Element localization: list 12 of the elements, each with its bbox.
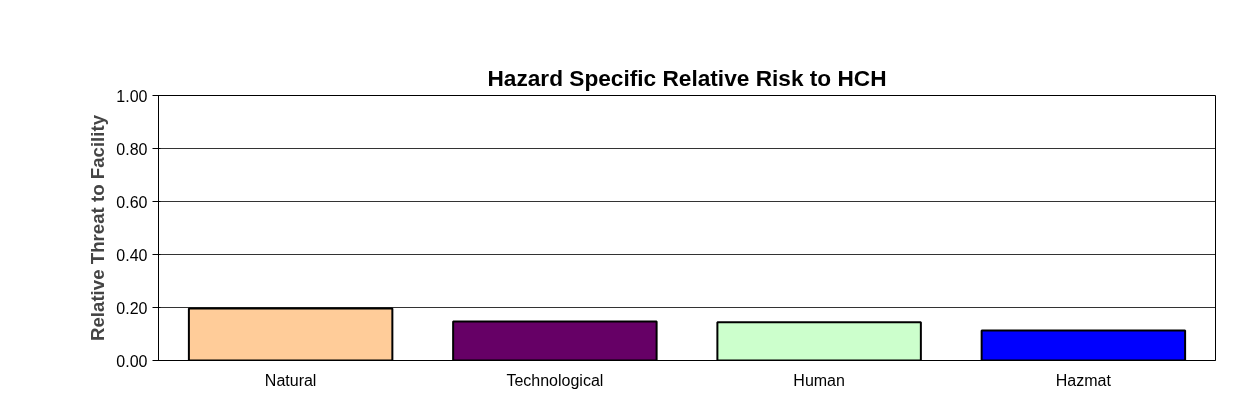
x-tick-label: Natural [264, 371, 317, 389]
x-tick-label: Human [793, 371, 845, 389]
y-axis-title: Relative Threat to Facility [87, 114, 109, 342]
y-tick-label: 0.40 [116, 246, 148, 264]
y-tick-label: 0.80 [116, 140, 148, 158]
y-tick-label: 0.20 [116, 299, 148, 317]
chart-title: Hazard Specific Relative Risk to HCH [487, 64, 887, 91]
y-tick-label: 1.00 [116, 87, 148, 105]
y-tick-label: 0.00 [116, 352, 148, 370]
x-tick-label: Technological [506, 371, 604, 389]
x-tick-label: Hazmat [1055, 371, 1112, 389]
y-tick-label: 0.60 [116, 193, 148, 211]
